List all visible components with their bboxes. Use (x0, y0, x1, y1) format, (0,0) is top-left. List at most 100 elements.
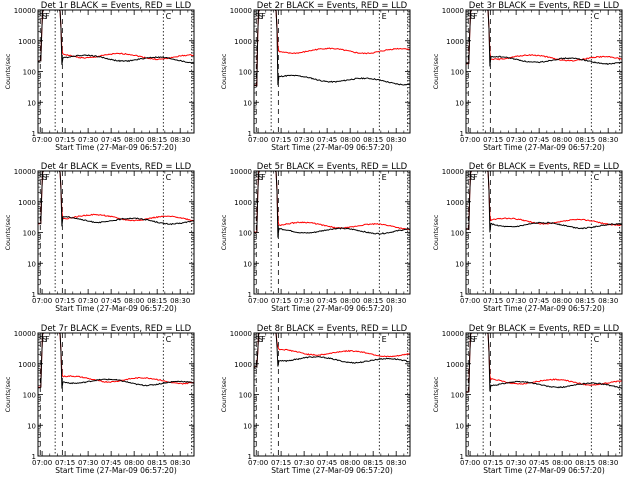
x-tick-label: 08:00 (340, 459, 360, 467)
plot-frame (465, 9, 623, 134)
x-tick-label: 08:30 (386, 136, 406, 144)
y-tick-label: 100 (239, 230, 252, 238)
events-series-line (38, 333, 194, 389)
lld-series-line (254, 10, 410, 87)
y-axis-label: Counts/sec (220, 376, 228, 412)
panel-title: Det 3r BLACK = Events, RED = LLD (469, 1, 620, 11)
y-tick-label: 100 (451, 230, 464, 238)
flag-label: S (470, 335, 475, 344)
x-tick-label: 08:00 (552, 297, 572, 305)
x-axis-label: Start Time (27-Mar-09 06:57:20) (271, 304, 393, 313)
x-tick-label: 07:45 (529, 297, 549, 305)
flag-label: S (258, 173, 263, 182)
flag-label: S (39, 335, 44, 344)
x-tick-label: 07:45 (529, 136, 549, 144)
panel-title: Det 2r BLACK = Events, RED = LLD (257, 1, 408, 11)
y-tick-label: 1 (32, 453, 36, 461)
y-tick-label: 10000 (230, 168, 252, 176)
y-tick-label: 10 (27, 260, 36, 268)
detector-panel: Det 4r BLACK = Events, RED = LLD Counts/s… (4, 162, 195, 313)
x-axis-label: Start Time (27-Mar-09 06:57:20) (483, 143, 605, 152)
x-tick-label: 07:30 (506, 459, 526, 467)
plot-frame (37, 170, 195, 295)
flag-label: S (255, 335, 260, 344)
y-tick-label: 10 (243, 99, 252, 107)
x-tick-label: 07:15 (55, 459, 75, 467)
y-tick-label: 1 (248, 130, 252, 138)
lld-series-line (466, 171, 622, 230)
x-tick-label: 07:00 (248, 297, 268, 305)
flag-label: S (42, 335, 47, 344)
x-tick-label: 07:30 (294, 297, 314, 305)
panel-title: Det 4r BLACK = Events, RED = LLD (41, 162, 192, 172)
y-tick-label: 1 (460, 291, 464, 299)
y-tick-label: 1 (460, 130, 464, 138)
x-axis-label: Start Time (27-Mar-09 06:57:20) (271, 143, 393, 152)
panel-title: Det 8r BLACK = Events, RED = LLD (257, 324, 408, 334)
flag-label: C (166, 173, 172, 182)
events-series-line (254, 10, 410, 87)
x-tick-label: 08:00 (124, 459, 144, 467)
flag-label: C (594, 12, 600, 21)
plot-frame (253, 9, 411, 134)
y-tick-label: 10 (243, 260, 252, 268)
x-tick-label: 08:15 (363, 297, 383, 305)
x-tick-label: 08:00 (552, 459, 572, 467)
flag-label: F (45, 173, 50, 182)
plot-frame (253, 332, 411, 457)
flag-label: C (594, 335, 600, 344)
x-tick-label: 08:30 (598, 459, 618, 467)
y-tick-label: 1000 (234, 361, 252, 369)
x-tick-label: 07:00 (32, 459, 52, 467)
plot-frame (465, 170, 623, 295)
y-tick-label: 10000 (14, 7, 36, 15)
x-tick-label: 07:30 (78, 136, 98, 144)
flag-label: C (166, 335, 172, 344)
x-tick-label: 08:30 (598, 136, 618, 144)
panel-title: Det 1r BLACK = Events, RED = LLD (41, 1, 192, 11)
x-tick-label: 07:15 (483, 297, 503, 305)
x-tick-label: 07:45 (101, 459, 121, 467)
panel-title: Det 5r BLACK = Events, RED = LLD (257, 162, 408, 172)
x-tick-label: 08:30 (386, 297, 406, 305)
plot-frame (253, 170, 411, 295)
series-group (466, 171, 622, 233)
x-tick-label: 08:30 (170, 297, 190, 305)
y-tick-label: 1000 (446, 361, 464, 369)
x-tick-label: 07:30 (294, 136, 314, 144)
series-group (466, 10, 622, 67)
x-axis-label: Start Time (27-Mar-09 06:57:20) (483, 466, 605, 475)
y-tick-label: 10 (27, 422, 36, 430)
flag-label: S (42, 12, 47, 21)
flag-label: S (467, 173, 472, 182)
events-series-line (38, 10, 194, 65)
x-tick-label: 08:15 (363, 136, 383, 144)
y-tick-label: 1 (32, 130, 36, 138)
y-axis-label: Counts/sec (432, 376, 440, 412)
x-axis-label: Start Time (27-Mar-09 06:57:20) (55, 143, 177, 152)
detector-panel: Det 7r BLACK = Events, RED = LLD Counts/s… (4, 324, 195, 475)
y-tick-label: 100 (23, 69, 36, 77)
detector-panel: Det 6r BLACK = Events, RED = LLD Counts/s… (432, 162, 623, 313)
y-tick-label: 10 (27, 99, 36, 107)
x-tick-label: 08:00 (340, 297, 360, 305)
series-group (254, 10, 410, 87)
x-tick-label: 08:15 (575, 297, 595, 305)
x-tick-label: 07:30 (506, 136, 526, 144)
flag-label: S (258, 335, 263, 344)
events-series-line (466, 10, 622, 67)
x-axis-label: Start Time (27-Mar-09 06:57:20) (271, 466, 393, 475)
x-tick-label: 07:00 (32, 136, 52, 144)
y-tick-label: 1000 (234, 199, 252, 207)
flag-label: F (45, 12, 50, 21)
flag-label: F (473, 335, 478, 344)
x-tick-label: 07:00 (460, 297, 480, 305)
y-tick-label: 10 (455, 422, 464, 430)
plot-frame (465, 332, 623, 457)
flag-label: S (467, 12, 472, 21)
y-tick-label: 100 (239, 69, 252, 77)
events-series-line (254, 333, 410, 368)
x-tick-label: 08:15 (575, 459, 595, 467)
events-series-line (254, 171, 410, 238)
flag-label: E (382, 173, 387, 182)
